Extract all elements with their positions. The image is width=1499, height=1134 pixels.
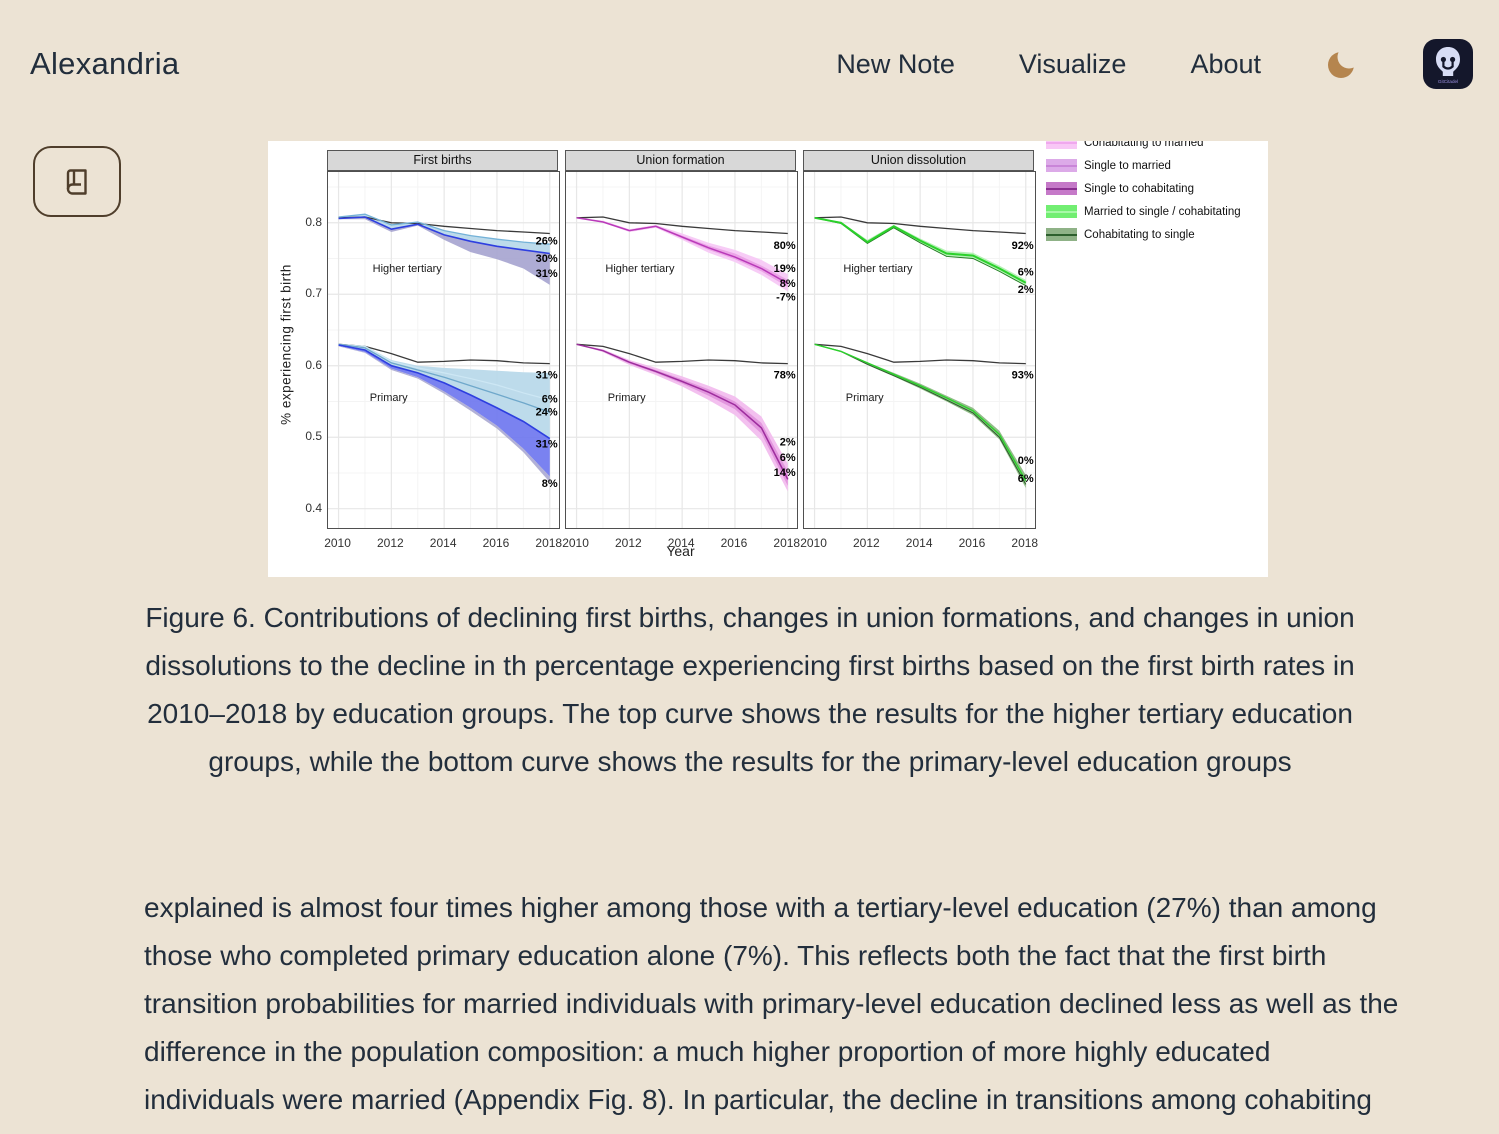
legend-swatch: [1046, 205, 1077, 218]
panel-title-union-dissolution: Union dissolution: [803, 150, 1034, 171]
x-tick-label: 2012: [853, 536, 880, 550]
svg-text:80%: 80%: [774, 240, 796, 252]
x-tick-label: 2010: [324, 536, 351, 550]
svg-text:Primary: Primary: [608, 392, 646, 404]
plot-area-first-births: 26% 30% 31% Higher tertiary 31% 6% 24% 31% 8% Pri…: [327, 171, 560, 529]
theme-toggle[interactable]: [1325, 47, 1359, 81]
svg-text:2%: 2%: [1018, 284, 1034, 296]
legend-label: Married to single / cohabitating: [1084, 205, 1241, 218]
moon-icon: [1328, 47, 1359, 78]
x-tick-label: 2018: [1011, 536, 1039, 550]
header: Alexandria New Note Visualize About GitC…: [0, 0, 1499, 100]
x-tick-label: 2014: [905, 536, 933, 550]
svg-text:Higher tertiary: Higher tertiary: [843, 263, 913, 275]
x-tick-label: 2010: [562, 536, 589, 550]
plot-area-union-formation: 80% 19% 8% -7% Higher tertiary 78% 2% 6% 14% Prim…: [565, 171, 798, 529]
legend-swatch: [1046, 159, 1077, 172]
nav-new-note[interactable]: New Note: [836, 48, 955, 79]
app-icon-label: GitCitadel: [1438, 79, 1458, 84]
svg-text:6%: 6%: [780, 452, 796, 464]
svg-text:0%: 0%: [1018, 455, 1034, 467]
y-tick-label: 0.4: [305, 500, 322, 515]
reader-button[interactable]: [33, 146, 121, 217]
legend-label: Cohabitating to single: [1084, 228, 1195, 241]
svg-text:6%: 6%: [1018, 266, 1034, 278]
x-tick-label: 2016: [720, 536, 748, 550]
y-tick-label: 0.5: [305, 429, 322, 444]
gitcitadel-ghost-icon: GitCitadel: [1436, 47, 1460, 84]
svg-text:31%: 31%: [536, 439, 558, 451]
x-tick-label: 2010: [800, 536, 827, 550]
svg-text:8%: 8%: [542, 478, 558, 490]
figure-image: % experiencing first birth 0.4 0.5 0.6 0.7 0…: [268, 141, 1268, 577]
x-tick-label: 2014: [667, 536, 695, 550]
brand-logo[interactable]: Alexandria: [30, 46, 180, 81]
panel-title-first-births: First births: [327, 150, 558, 171]
svg-text:6%: 6%: [1018, 473, 1034, 485]
svg-text:Primary: Primary: [846, 392, 884, 404]
svg-text:93%: 93%: [1012, 369, 1034, 381]
legend-label: Cohabitating to married: [1084, 141, 1204, 149]
nav: New Note Visualize About GitCitadel: [836, 39, 1473, 89]
svg-text:26%: 26%: [536, 236, 558, 248]
body-paragraph-clipped-line: particular, the decline in transitions a…: [144, 1084, 1372, 1134]
plot-area-union-dissolution: 92% 6% 2% Higher tertiary 93% 0% 6% Primary: [803, 171, 1036, 529]
y-tick-label: 0.6: [305, 357, 322, 372]
legend-item: Cohabitating to single: [1046, 223, 1241, 246]
svg-text:78%: 78%: [774, 369, 796, 381]
svg-text:-7%: -7%: [776, 291, 796, 303]
x-tick-label: 2012: [615, 536, 642, 550]
nav-about[interactable]: About: [1190, 48, 1261, 79]
svg-text:Higher tertiary: Higher tertiary: [373, 263, 443, 275]
body-paragraph: explained is almost four times higher am…: [144, 884, 1400, 1134]
nav-visualize[interactable]: Visualize: [1018, 48, 1127, 79]
panel-union-formation: Union formation 80% 19% 8% -7% Higher tertia…: [562, 150, 800, 550]
book-icon: [66, 168, 87, 195]
legend-swatch: [1046, 228, 1077, 241]
x-tick-label: 2016: [958, 536, 986, 550]
svg-text:31%: 31%: [536, 369, 558, 381]
app-icon-gitcitadel[interactable]: GitCitadel: [1423, 39, 1473, 89]
svg-text:31%: 31%: [536, 268, 558, 280]
svg-text:8%: 8%: [780, 278, 796, 290]
panel-union-dissolution: Union dissolution 92% 6% 2% Higher tertiary…: [800, 150, 1038, 550]
y-tick-label: 0.8: [305, 214, 322, 229]
svg-text:30%: 30%: [536, 253, 558, 265]
svg-text:14%: 14%: [774, 467, 796, 479]
y-axis-label: % experiencing first birth: [278, 264, 294, 425]
legend-item: Single to married: [1046, 154, 1241, 177]
x-axis-label: Year: [666, 543, 695, 559]
legend: Cohabitating to married Single to married…: [1046, 141, 1241, 246]
legend-item: Cohabitating to married: [1046, 141, 1241, 154]
x-tick-label: 2018: [535, 536, 563, 550]
svg-text:19%: 19%: [774, 263, 796, 275]
y-tick-label: 0.7: [305, 286, 322, 301]
svg-text:24%: 24%: [536, 406, 558, 418]
x-tick-label: 2018: [773, 536, 801, 550]
legend-swatch: [1046, 182, 1077, 195]
svg-text:Higher tertiary: Higher tertiary: [605, 263, 675, 275]
panel-first-births: First births 26% 30% 31% Higher tertiary 31%…: [324, 150, 562, 550]
panel-title-union-formation: Union formation: [565, 150, 796, 171]
legend-label: Single to cohabitating: [1084, 182, 1194, 195]
legend-item: Single to cohabitating: [1046, 177, 1241, 200]
figure-caption: Figure 6. Contributions of declining fir…: [145, 602, 1355, 777]
svg-text:Primary: Primary: [370, 392, 408, 404]
svg-text:92%: 92%: [1012, 240, 1034, 252]
svg-text:6%: 6%: [542, 394, 558, 406]
x-tick-label: 2014: [429, 536, 457, 550]
legend-label: Single to married: [1084, 159, 1171, 172]
x-tick-label: 2012: [377, 536, 404, 550]
legend-item: Married to single / cohabitating: [1046, 200, 1241, 223]
x-tick-label: 2016: [482, 536, 510, 550]
body-paragraph-text: explained is almost four times higher am…: [144, 892, 1399, 1115]
legend-swatch: [1046, 141, 1077, 149]
svg-text:2%: 2%: [780, 437, 796, 449]
